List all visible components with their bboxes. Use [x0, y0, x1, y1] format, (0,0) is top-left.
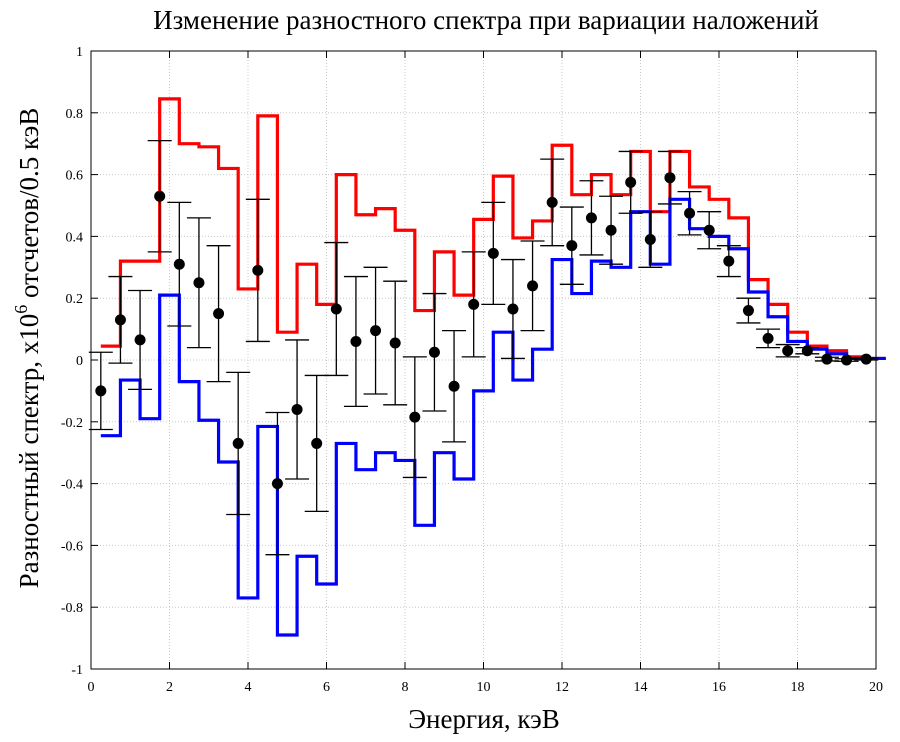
- data-point: [664, 172, 676, 184]
- y-tick-label: 0.8: [66, 107, 84, 122]
- data-point: [487, 247, 499, 259]
- data-point: [566, 240, 578, 252]
- data-point: [507, 303, 519, 315]
- y-axis-label-exponent: 6: [11, 305, 31, 314]
- x-axis-label: Энергия, кэВ: [408, 704, 560, 734]
- y-tick-label: 0: [76, 354, 83, 369]
- data-point: [409, 411, 421, 423]
- y-tick-label: 0.4: [66, 230, 84, 245]
- tick-labels: 0 2 4 6 8 10 12 14 16 18 20 -1 -0.8 -0.6 -0.4 -0.2 0 0.2 0…: [61, 45, 883, 695]
- series-layer: [88, 97, 886, 637]
- x-tick-label: 2: [166, 680, 173, 695]
- data-point: [213, 308, 225, 320]
- x-tick-label: 20: [869, 680, 883, 695]
- data-point: [585, 212, 597, 224]
- data-point: [330, 303, 342, 315]
- series-measured: [88, 139, 879, 556]
- data-point: [742, 305, 754, 317]
- data-point: [428, 346, 440, 358]
- data-point: [527, 280, 539, 292]
- data-point: [154, 190, 166, 202]
- x-tick-label: 6: [323, 680, 330, 695]
- data-point: [173, 258, 185, 270]
- data-point: [684, 207, 696, 219]
- y-tick-label: -0.4: [61, 478, 83, 493]
- data-point: [95, 385, 107, 397]
- data-point: [271, 478, 283, 490]
- data-point: [723, 255, 735, 267]
- data-point: [644, 233, 656, 245]
- data-point: [311, 437, 323, 449]
- data-point: [252, 264, 264, 276]
- y-tick-label: 0.6: [66, 169, 84, 184]
- x-tick-label: 14: [634, 680, 648, 695]
- data-point: [762, 332, 774, 344]
- chart-title: Изменение разностного спектра при вариац…: [153, 5, 819, 35]
- data-point: [370, 325, 382, 337]
- data-point: [350, 335, 362, 347]
- x-tick-label: 10: [477, 680, 491, 695]
- y-tick-label: -0.2: [61, 416, 83, 431]
- y-tick-label: -1: [71, 663, 83, 678]
- data-point: [625, 176, 637, 188]
- y-axis-label: Разностный спектр, x106 отсчетов/0.5 кэВ: [11, 108, 44, 589]
- data-point: [821, 353, 833, 365]
- y-axis-label-suffix: отсчетов/0.5 кэВ: [14, 108, 44, 305]
- grid: [91, 51, 876, 669]
- x-tick-label: 18: [791, 680, 805, 695]
- data-point: [134, 334, 146, 346]
- x-tick-label: 8: [402, 680, 409, 695]
- y-tick-label: -0.8: [61, 601, 83, 616]
- data-point: [448, 380, 460, 392]
- data-point: [468, 298, 480, 310]
- x-tick-label: 4: [245, 680, 252, 695]
- data-point: [114, 314, 126, 326]
- y-tick-label: 0.2: [66, 292, 84, 307]
- data-point: [605, 224, 617, 236]
- data-point: [703, 224, 715, 236]
- data-point: [801, 345, 813, 357]
- data-point: [291, 403, 303, 415]
- y-tick-label: -0.6: [61, 539, 83, 554]
- y-axis-label-prefix: Разностный спектр, x10: [14, 314, 44, 589]
- data-point: [860, 353, 872, 365]
- data-point: [232, 437, 244, 449]
- data-point: [389, 337, 401, 349]
- y-tick-label: 1: [76, 45, 83, 60]
- data-point: [193, 277, 205, 289]
- x-tick-label: 0: [88, 680, 95, 695]
- x-tick-label: 12: [555, 680, 569, 695]
- data-point: [841, 354, 853, 366]
- axis-ticks: [90, 50, 877, 670]
- data-point: [782, 345, 794, 357]
- data-point: [546, 196, 558, 208]
- x-tick-label: 16: [712, 680, 726, 695]
